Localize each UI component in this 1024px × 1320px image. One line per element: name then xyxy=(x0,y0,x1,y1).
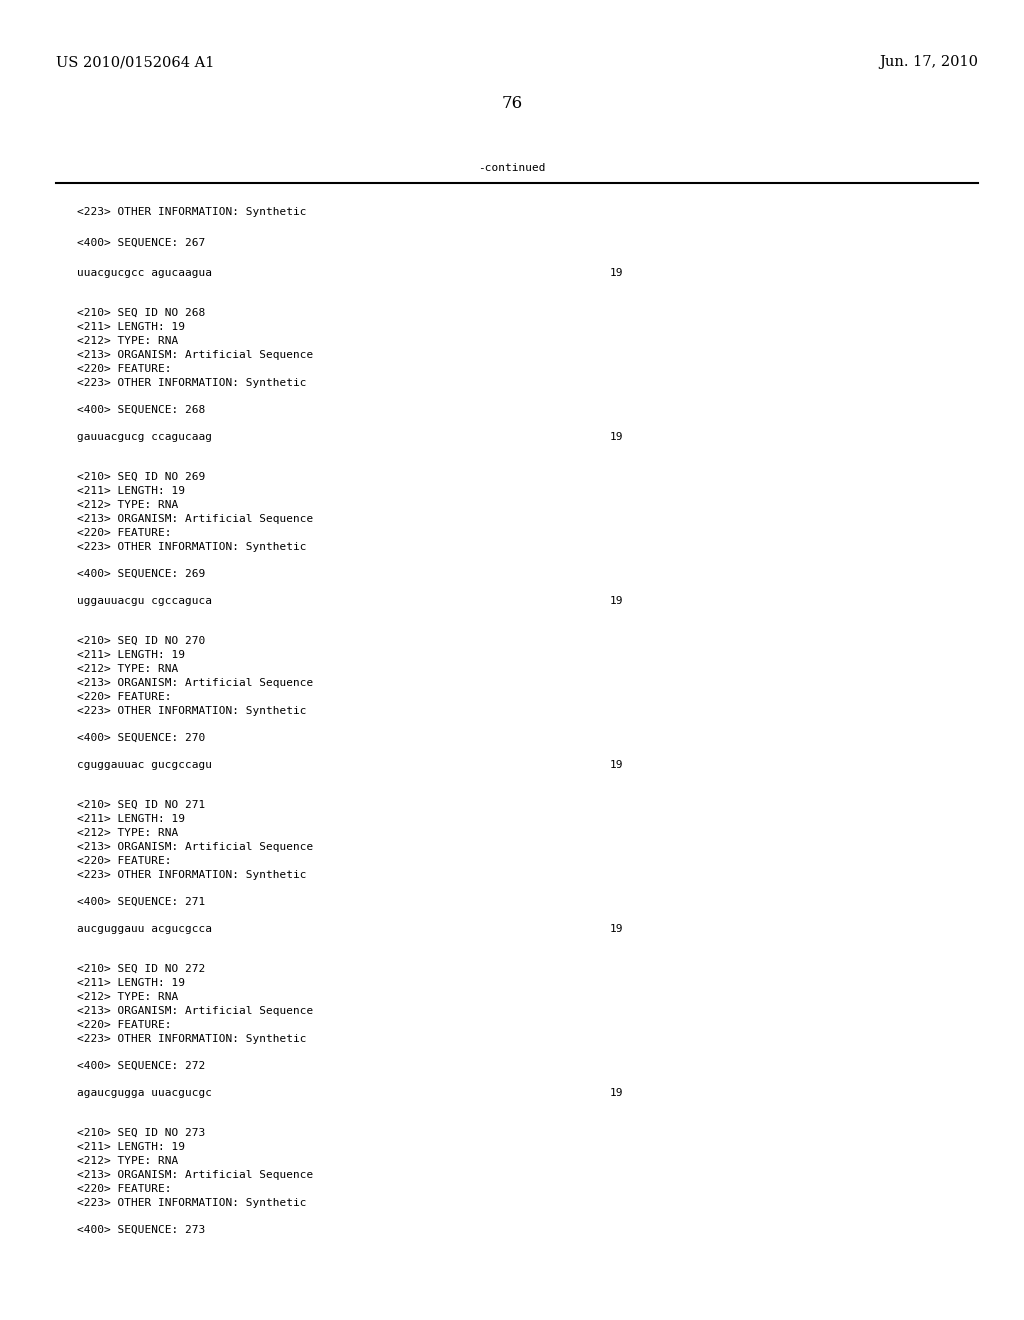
Text: <211> LENGTH: 19: <211> LENGTH: 19 xyxy=(77,649,184,660)
Text: <212> TYPE: RNA: <212> TYPE: RNA xyxy=(77,828,178,838)
Text: <223> OTHER INFORMATION: Synthetic: <223> OTHER INFORMATION: Synthetic xyxy=(77,207,306,216)
Text: <220> FEATURE:: <220> FEATURE: xyxy=(77,1184,171,1195)
Text: <220> FEATURE:: <220> FEATURE: xyxy=(77,364,171,374)
Text: <220> FEATURE:: <220> FEATURE: xyxy=(77,528,171,539)
Text: <213> ORGANISM: Artificial Sequence: <213> ORGANISM: Artificial Sequence xyxy=(77,1006,313,1016)
Text: <213> ORGANISM: Artificial Sequence: <213> ORGANISM: Artificial Sequence xyxy=(77,842,313,851)
Text: cguggauuac gucgccagu: cguggauuac gucgccagu xyxy=(77,760,212,770)
Text: <212> TYPE: RNA: <212> TYPE: RNA xyxy=(77,500,178,510)
Text: 19: 19 xyxy=(609,924,623,935)
Text: <213> ORGANISM: Artificial Sequence: <213> ORGANISM: Artificial Sequence xyxy=(77,513,313,524)
Text: 76: 76 xyxy=(502,95,522,112)
Text: <400> SEQUENCE: 270: <400> SEQUENCE: 270 xyxy=(77,733,205,743)
Text: agaucgugga uuacgucgc: agaucgugga uuacgucgc xyxy=(77,1088,212,1098)
Text: <223> OTHER INFORMATION: Synthetic: <223> OTHER INFORMATION: Synthetic xyxy=(77,870,306,880)
Text: 19: 19 xyxy=(609,432,623,442)
Text: aucguggauu acgucgcca: aucguggauu acgucgcca xyxy=(77,924,212,935)
Text: gauuacgucg ccagucaag: gauuacgucg ccagucaag xyxy=(77,432,212,442)
Text: <210> SEQ ID NO 273: <210> SEQ ID NO 273 xyxy=(77,1129,205,1138)
Text: <210> SEQ ID NO 269: <210> SEQ ID NO 269 xyxy=(77,473,205,482)
Text: <400> SEQUENCE: 272: <400> SEQUENCE: 272 xyxy=(77,1061,205,1071)
Text: 19: 19 xyxy=(609,1088,623,1098)
Text: <210> SEQ ID NO 268: <210> SEQ ID NO 268 xyxy=(77,308,205,318)
Text: <223> OTHER INFORMATION: Synthetic: <223> OTHER INFORMATION: Synthetic xyxy=(77,706,306,715)
Text: 19: 19 xyxy=(609,760,623,770)
Text: <211> LENGTH: 19: <211> LENGTH: 19 xyxy=(77,486,184,496)
Text: <400> SEQUENCE: 268: <400> SEQUENCE: 268 xyxy=(77,405,205,414)
Text: <210> SEQ ID NO 271: <210> SEQ ID NO 271 xyxy=(77,800,205,810)
Text: <212> TYPE: RNA: <212> TYPE: RNA xyxy=(77,993,178,1002)
Text: -continued: -continued xyxy=(478,162,546,173)
Text: <213> ORGANISM: Artificial Sequence: <213> ORGANISM: Artificial Sequence xyxy=(77,1170,313,1180)
Text: <212> TYPE: RNA: <212> TYPE: RNA xyxy=(77,337,178,346)
Text: Jun. 17, 2010: Jun. 17, 2010 xyxy=(879,55,978,69)
Text: <400> SEQUENCE: 267: <400> SEQUENCE: 267 xyxy=(77,238,205,248)
Text: <220> FEATURE:: <220> FEATURE: xyxy=(77,692,171,702)
Text: <400> SEQUENCE: 269: <400> SEQUENCE: 269 xyxy=(77,569,205,579)
Text: <223> OTHER INFORMATION: Synthetic: <223> OTHER INFORMATION: Synthetic xyxy=(77,1199,306,1208)
Text: <223> OTHER INFORMATION: Synthetic: <223> OTHER INFORMATION: Synthetic xyxy=(77,543,306,552)
Text: <223> OTHER INFORMATION: Synthetic: <223> OTHER INFORMATION: Synthetic xyxy=(77,378,306,388)
Text: 19: 19 xyxy=(609,268,623,279)
Text: 19: 19 xyxy=(609,597,623,606)
Text: <210> SEQ ID NO 270: <210> SEQ ID NO 270 xyxy=(77,636,205,645)
Text: <211> LENGTH: 19: <211> LENGTH: 19 xyxy=(77,978,184,987)
Text: <223> OTHER INFORMATION: Synthetic: <223> OTHER INFORMATION: Synthetic xyxy=(77,1034,306,1044)
Text: <211> LENGTH: 19: <211> LENGTH: 19 xyxy=(77,1142,184,1152)
Text: US 2010/0152064 A1: US 2010/0152064 A1 xyxy=(56,55,215,69)
Text: <220> FEATURE:: <220> FEATURE: xyxy=(77,855,171,866)
Text: <220> FEATURE:: <220> FEATURE: xyxy=(77,1020,171,1030)
Text: <211> LENGTH: 19: <211> LENGTH: 19 xyxy=(77,814,184,824)
Text: <213> ORGANISM: Artificial Sequence: <213> ORGANISM: Artificial Sequence xyxy=(77,350,313,360)
Text: <400> SEQUENCE: 271: <400> SEQUENCE: 271 xyxy=(77,898,205,907)
Text: <212> TYPE: RNA: <212> TYPE: RNA xyxy=(77,1156,178,1166)
Text: <213> ORGANISM: Artificial Sequence: <213> ORGANISM: Artificial Sequence xyxy=(77,678,313,688)
Text: <211> LENGTH: 19: <211> LENGTH: 19 xyxy=(77,322,184,333)
Text: <400> SEQUENCE: 273: <400> SEQUENCE: 273 xyxy=(77,1225,205,1236)
Text: <212> TYPE: RNA: <212> TYPE: RNA xyxy=(77,664,178,675)
Text: uuacgucgcc agucaagua: uuacgucgcc agucaagua xyxy=(77,268,212,279)
Text: uggauuacgu cgccaguca: uggauuacgu cgccaguca xyxy=(77,597,212,606)
Text: <210> SEQ ID NO 272: <210> SEQ ID NO 272 xyxy=(77,964,205,974)
